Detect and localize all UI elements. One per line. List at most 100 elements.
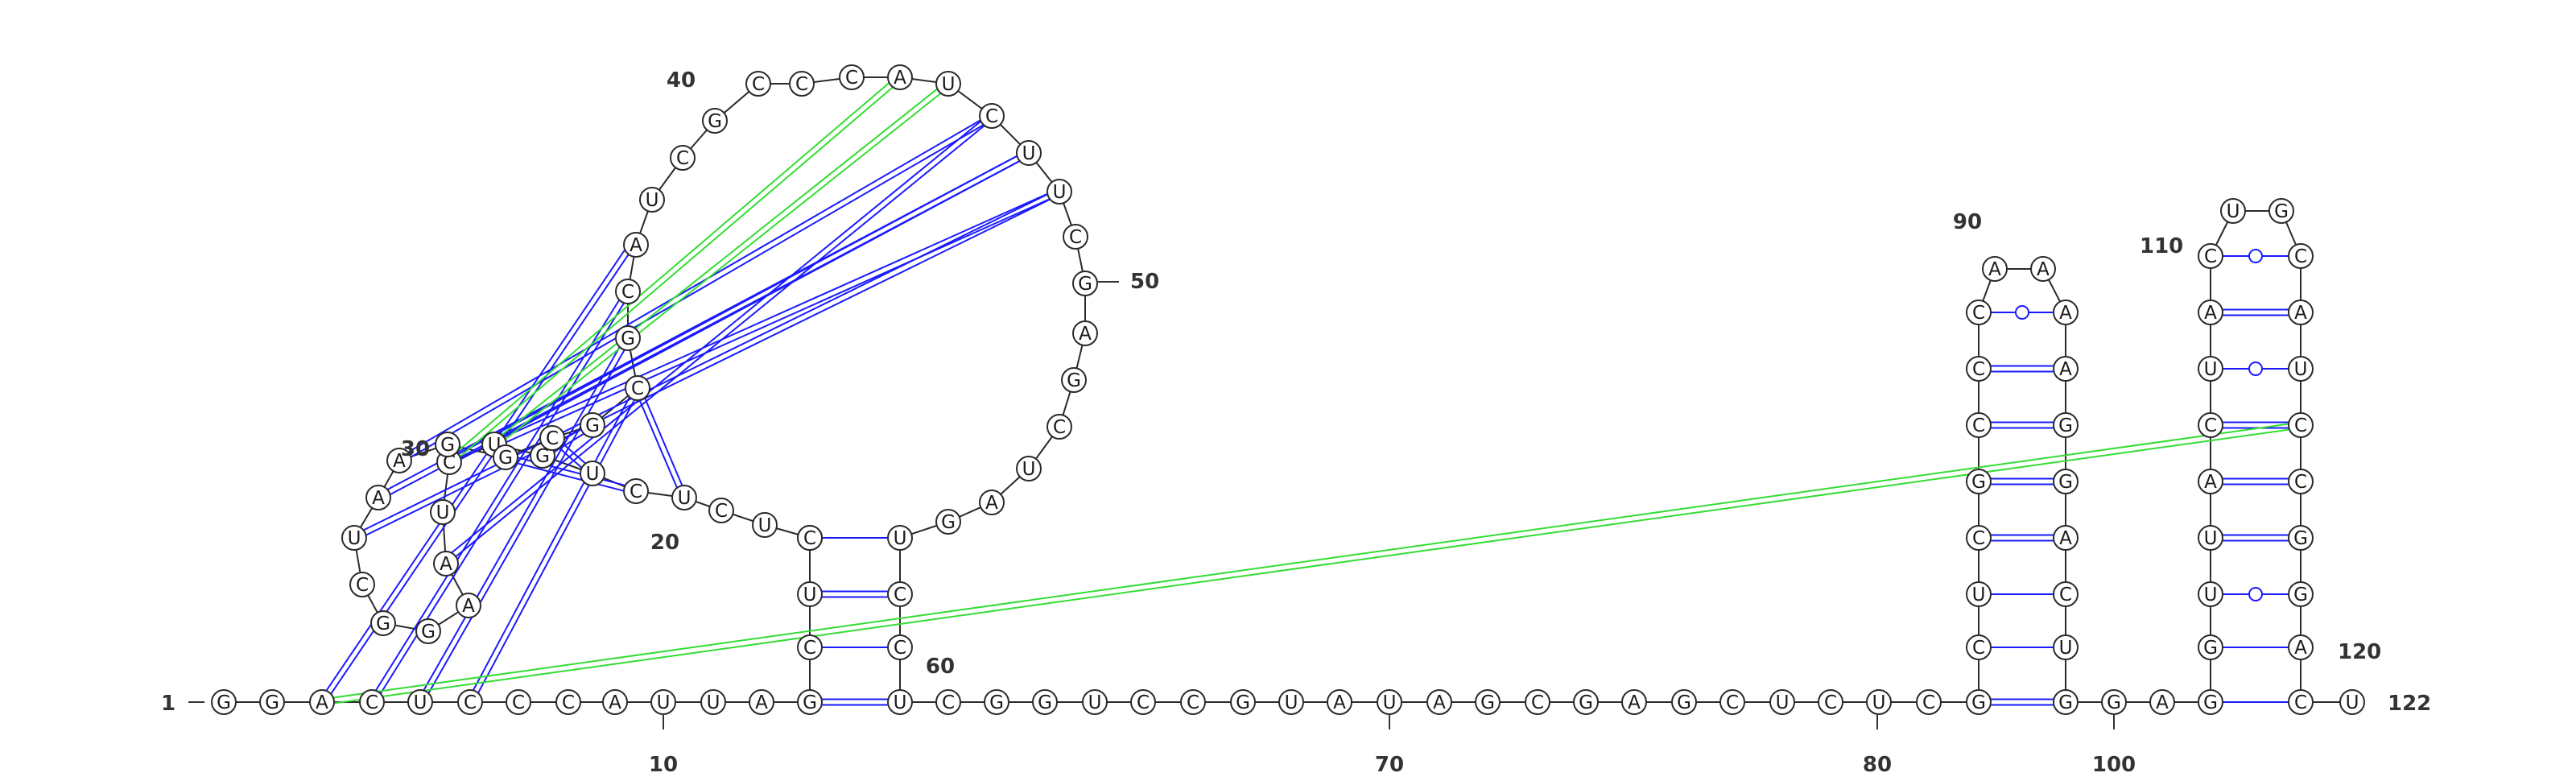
nucleotide-letter: G	[2058, 472, 2073, 493]
nucleotide: G	[984, 689, 1009, 715]
nucleotide-letter: C	[1824, 692, 1837, 713]
base-pair	[369, 289, 626, 701]
pseudoknot-pair	[495, 85, 951, 448]
nucleotide: U	[407, 689, 433, 715]
nucleotide: G	[211, 689, 237, 715]
nucleotide-letter: A	[609, 692, 621, 713]
nucleotide: C	[359, 689, 385, 715]
position-label: 70	[1375, 753, 1404, 777]
nucleotide: A	[456, 593, 481, 618]
nucleotide: C	[539, 425, 565, 451]
base-pair	[506, 453, 638, 490]
nucleotide-letter: A	[2156, 692, 2169, 713]
nucleotide: G	[1671, 689, 1697, 715]
nucleotide-letter: C	[2204, 246, 2217, 267]
nucleotide-letter: C	[676, 148, 689, 169]
nucleotide-letter: A	[2204, 472, 2217, 493]
nucleotide: U	[1082, 689, 1108, 715]
nucleotide: U	[639, 187, 665, 213]
pseudoknot-pair	[447, 74, 899, 461]
nucleotide-letter: U	[1285, 692, 1298, 713]
nucleotide-letter: C	[2294, 415, 2307, 436]
nucleotide-letter: A	[2059, 359, 2072, 380]
nucleotide-letter: U	[1022, 143, 1036, 164]
nucleotide-letter: U	[2204, 359, 2218, 380]
nucleotide-letter: C	[803, 638, 816, 659]
nucleotide-letter: U	[657, 692, 671, 713]
nucleotide-letter: A	[894, 68, 906, 89]
nucleotide-letter: U	[1872, 692, 1886, 713]
nucleotide-letter: U	[2346, 692, 2359, 713]
nucleotide: C	[708, 498, 734, 523]
base-pair	[355, 193, 1061, 542]
base-pair	[440, 113, 991, 563]
position-label: 40	[667, 68, 696, 93]
nucleotide: C	[2288, 412, 2314, 438]
nucleotide-letter: U	[2204, 528, 2218, 549]
nucleotide-letter: G	[1579, 692, 1593, 713]
nucleotide-letter: G	[1078, 274, 1092, 295]
nucleotide-letter: U	[348, 528, 361, 549]
nucleotide: G	[1072, 271, 1098, 296]
nucleotide: U	[2198, 525, 2223, 551]
nucleotide-letter: C	[365, 692, 378, 713]
nucleotide: A	[2198, 300, 2223, 325]
nucleotide: U	[935, 71, 961, 97]
nucleotide: C	[1046, 414, 1072, 440]
nucleotide-letter: A	[372, 488, 385, 509]
nucleotide-letter: G	[585, 415, 600, 436]
nucleotide-letter: C	[443, 452, 456, 473]
nucleotide: G	[259, 689, 285, 715]
nucleotide: A	[386, 448, 412, 473]
nucleotide: G	[702, 108, 728, 134]
pseudoknot-pair	[450, 78, 902, 465]
position-label: 122	[2388, 692, 2431, 716]
nucleotide: C	[887, 581, 913, 607]
backbone	[224, 76, 2352, 703]
nucleotide-letter: G	[535, 446, 550, 467]
nucleotide: C	[797, 525, 823, 551]
nucleotide: G	[2288, 525, 2314, 551]
nucleotide-letter: C	[1137, 692, 1150, 713]
nucleotide: C	[1063, 224, 1088, 250]
nucleotide-letter: A	[2037, 259, 2050, 280]
nucleotide: A	[1982, 256, 2008, 282]
nucleotide: C	[625, 375, 650, 401]
position-label: 100	[2092, 753, 2136, 777]
nucleotide: G	[2268, 198, 2294, 224]
position-label: 110	[2140, 234, 2183, 258]
nucleotide: G	[615, 325, 641, 351]
nucleotide-letter: C	[562, 692, 575, 713]
nucleotide-letter: C	[1187, 692, 1199, 713]
nucleotide: G	[2053, 412, 2079, 438]
nucleotide: A	[887, 64, 913, 90]
nucleotide: C	[1180, 689, 1206, 715]
nucleotide: A	[1621, 689, 1647, 715]
nucleotide: A	[1327, 689, 1352, 715]
nucleotide-letter: U	[894, 692, 907, 713]
nucleotide: C	[2198, 412, 2223, 438]
nucleotide-letter: G	[1067, 370, 1081, 391]
base-pair	[472, 389, 641, 705]
nucleotide: U	[2053, 634, 2079, 660]
nucleotide-letter: G	[1677, 692, 1691, 713]
nucleotide: C	[839, 64, 865, 90]
nucleotide-letter: C	[1972, 303, 1985, 324]
position-label: 90	[1953, 210, 1982, 234]
nucleotide: C	[745, 71, 771, 97]
nucleotide: C	[349, 572, 375, 597]
nucleotide-letter: A	[2059, 528, 2072, 549]
nucleotide-letter: C	[2294, 246, 2307, 267]
nucleotide: U	[650, 689, 676, 715]
position-label: 80	[1863, 753, 1892, 777]
nucleotide: G	[1032, 689, 1058, 715]
nucleotide-letter: U	[2204, 585, 2218, 605]
nucleotide: U	[887, 689, 913, 715]
wobble-marker	[2248, 362, 2263, 376]
nucleotide: C	[887, 634, 913, 660]
nucleotide: G	[797, 689, 823, 715]
nucleotide-letter: C	[985, 106, 998, 127]
nucleotide-letter: C	[752, 74, 765, 95]
nucleotide-letter: U	[2227, 201, 2240, 222]
nucleotide-letter: A	[630, 235, 642, 256]
